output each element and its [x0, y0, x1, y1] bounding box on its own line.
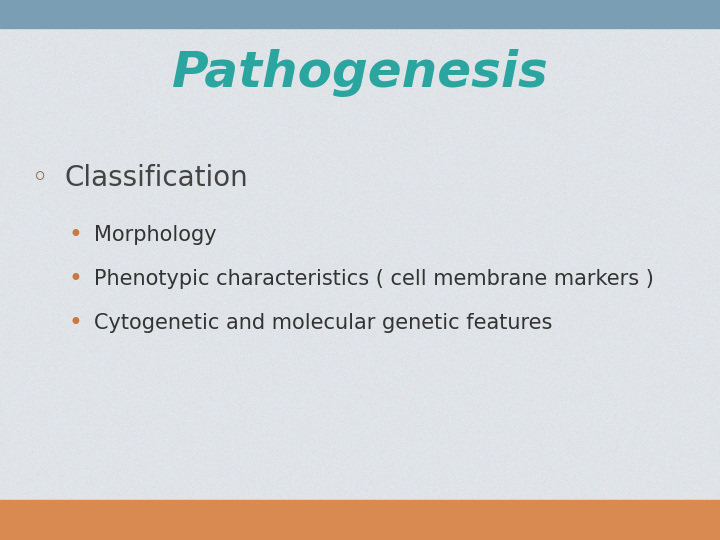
Text: •: • [68, 223, 83, 247]
Text: ◦: ◦ [32, 164, 48, 192]
Bar [0, 0, 720, 28]
Text: Classification: Classification [65, 164, 248, 192]
Text: Phenotypic characteristics ( cell membrane markers ): Phenotypic characteristics ( cell membra… [94, 269, 654, 289]
Text: •: • [68, 267, 83, 291]
Text: •: • [68, 312, 83, 335]
Bar [0, 500, 720, 540]
Text: Pathogenesis: Pathogenesis [171, 49, 549, 97]
Text: Morphology: Morphology [94, 225, 216, 245]
Text: Cytogenetic and molecular genetic features: Cytogenetic and molecular genetic featur… [94, 313, 552, 334]
